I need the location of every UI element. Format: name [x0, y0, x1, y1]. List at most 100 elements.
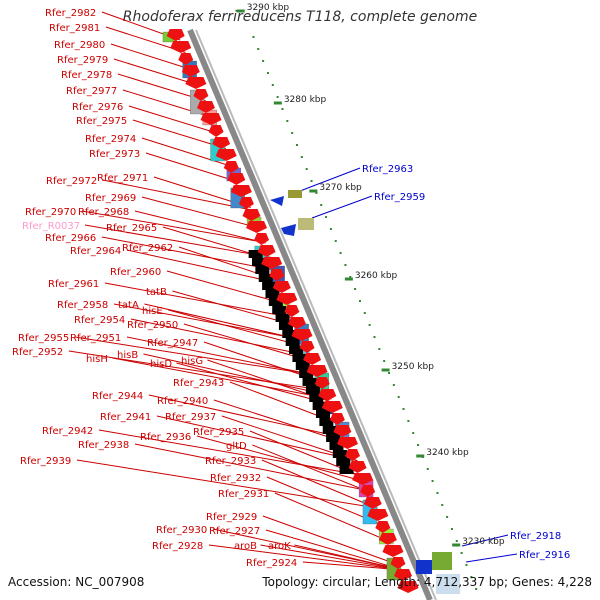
gene-label: Rfer_2981 [49, 23, 100, 34]
gene-arrow [291, 329, 313, 341]
gene-label: Rfer_2955 [18, 333, 69, 344]
leader-line [294, 544, 404, 571]
gene-label: Rfer_2932 [210, 473, 261, 484]
gene-arrow [257, 245, 276, 257]
feature-band [248, 250, 263, 258]
scale-tick [431, 480, 434, 482]
gene-label: Rfer_2977 [66, 86, 117, 97]
leader-line [74, 336, 322, 377]
gene-label: Rfer_2960 [110, 267, 161, 278]
gene-label: Rfer_2950 [127, 320, 178, 331]
feature-band [326, 434, 341, 442]
scale-tick [368, 324, 371, 326]
scale-tick [470, 576, 473, 578]
gene-label: Rfer_2930 [156, 525, 207, 536]
scale-tick [397, 396, 400, 398]
feature-band [302, 378, 317, 386]
gene-label: Rfer_2916 [519, 550, 570, 561]
gene-arrow [200, 113, 222, 125]
scale-tick [402, 408, 405, 410]
feature-band [285, 338, 300, 346]
feature-band [319, 418, 334, 426]
scale-tick [296, 144, 298, 146]
gene-label: Rfer_2969 [85, 193, 136, 204]
gene-label: hisD [150, 359, 172, 370]
gene-label: Rfer_2976 [72, 102, 123, 113]
gene-label: Rfer_2963 [362, 164, 413, 175]
scale-label: 3290 kbp [247, 3, 290, 13]
gene-label: hisG [181, 356, 203, 367]
gene-label: Rfer_2929 [206, 512, 257, 523]
gene-arrow [242, 209, 261, 221]
gene-arrow [272, 281, 291, 293]
scale-tick [465, 564, 468, 566]
leader-line [113, 58, 200, 86]
gene-label: Rfer_2927 [209, 526, 260, 537]
scale-tick [310, 180, 313, 182]
scale-tick [450, 528, 453, 530]
leader-line [144, 303, 308, 342]
scale-tick [315, 192, 318, 194]
feature-band [299, 370, 314, 378]
feature-bands [162, 31, 402, 581]
scale-tick [349, 276, 352, 278]
gene-label: Rfer_2968 [78, 207, 129, 218]
gene-arrow [329, 413, 345, 425]
leader-line [274, 492, 392, 543]
scale-tick [358, 300, 361, 302]
scale-tick [305, 168, 308, 170]
scale-tick [257, 48, 260, 50]
leader-line [148, 394, 349, 439]
scale-tick [276, 96, 279, 98]
scale-tick [373, 336, 376, 338]
gene-label: Rfer_2918 [510, 531, 561, 542]
gene-label: Rfer_R0037 [22, 221, 80, 232]
scale-tick [344, 264, 347, 266]
scale-tick [436, 492, 439, 494]
leader-line [156, 415, 358, 461]
gene-arrow [397, 581, 419, 593]
leader-line [145, 152, 241, 183]
gene-arrow [223, 161, 239, 173]
label-leader-lines [68, 11, 518, 571]
gene-label: Rfer_2974 [85, 134, 136, 145]
scale-tick [354, 288, 357, 290]
gene-arrow [181, 65, 200, 77]
feature-band [272, 306, 287, 314]
feature-band [329, 442, 344, 450]
scale-label: 3260 kbp [355, 271, 398, 281]
gene-label: hisE [142, 306, 163, 317]
feature-band [278, 322, 293, 330]
feature-band [282, 330, 297, 338]
gene-label: Rfer_2928 [152, 541, 203, 552]
gene-arrow [345, 449, 361, 461]
feature-band [295, 362, 310, 370]
scale-tick [426, 468, 429, 470]
gene-arrow [254, 233, 270, 245]
leader-line [208, 544, 404, 571]
feature-band [255, 266, 270, 274]
scale-tick [334, 240, 337, 242]
reverse-gene-arrow [281, 224, 296, 236]
gene-arrow [269, 269, 285, 281]
gene-arrow [208, 125, 224, 137]
gene-arrows [166, 29, 419, 593]
gene-label: Rfer_2971 [97, 173, 148, 184]
gene-arrow [178, 53, 194, 65]
leader-line [260, 544, 404, 571]
gene-label: Rfer_2942 [42, 426, 93, 437]
leader-line [261, 459, 378, 509]
gene-label: Rfer_2947 [147, 338, 198, 349]
gene-arrow [197, 101, 215, 113]
scale-tick [441, 504, 444, 506]
leader-line [302, 561, 404, 571]
scale-ruler: 3290 kbp 3280 kbp 3270 kbp 3260 kbp 3250 kbp… [236, 3, 505, 590]
gene-label: Rfer_2966 [45, 233, 96, 244]
gene-arrow [382, 545, 404, 557]
gene-label: Rfer_2940 [157, 396, 208, 407]
leader-line [126, 249, 284, 285]
gene-arrow [321, 401, 343, 413]
gene-label: Rfer_2944 [92, 391, 143, 402]
accession-label: Accession: NC_007908 [8, 575, 145, 589]
gene-label: Rfer_2943 [173, 378, 224, 389]
